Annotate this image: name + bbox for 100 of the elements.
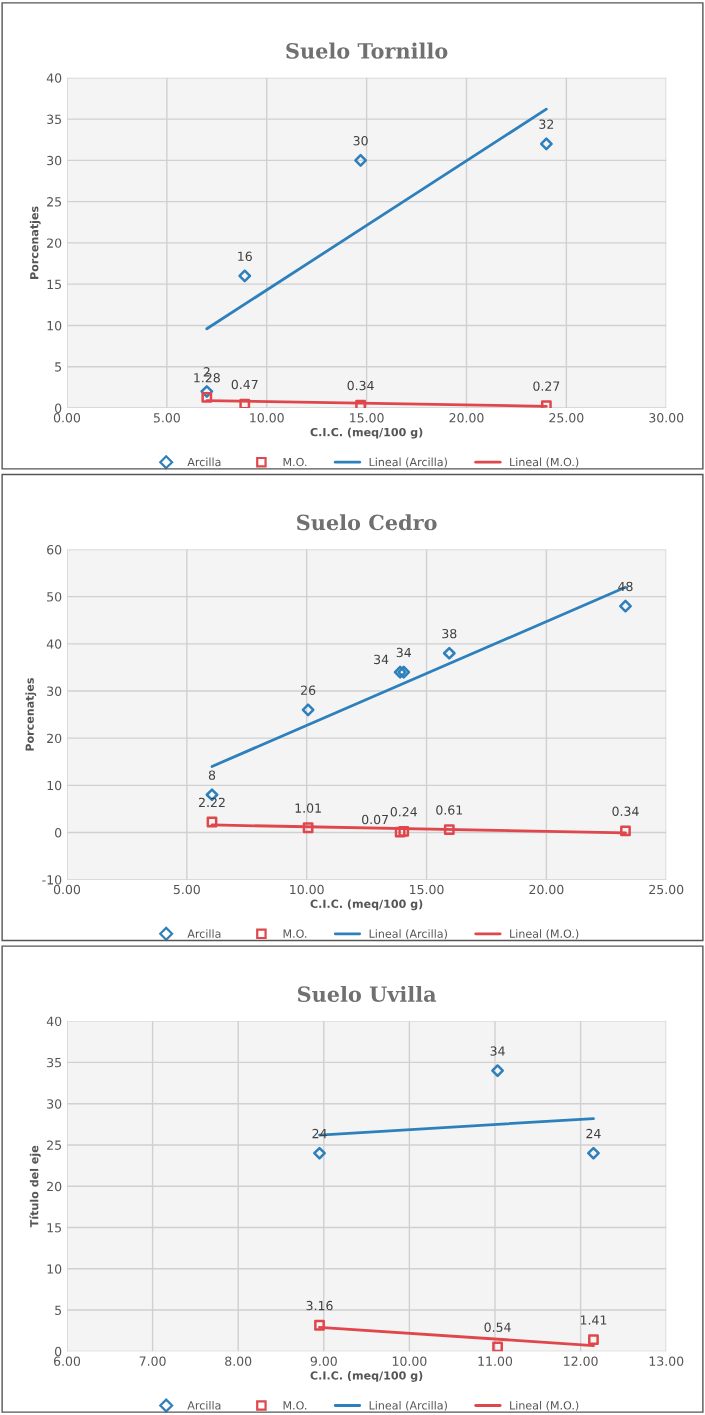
point — [238, 269, 252, 283]
data-label: 1.41 — [580, 1315, 607, 1325]
x-tick-label: 12.00 — [564, 1356, 598, 1366]
x-tick-label: 25.00 — [649, 884, 684, 895]
x-tick-label: 5.00 — [173, 884, 200, 895]
legend-label: Arcilla — [187, 1400, 221, 1410]
y-tick-label: 40 — [46, 1016, 62, 1027]
point — [620, 825, 631, 837]
point — [587, 1146, 600, 1160]
y-axis-title: Porcenatjes — [29, 206, 41, 279]
x-tick-label: 11.00 — [478, 1356, 513, 1366]
y-tick-label: 50 — [47, 592, 62, 602]
x-tick-label: 5.00 — [153, 413, 180, 423]
data-label: 34 — [396, 647, 412, 658]
y-tick-label: 40 — [46, 73, 62, 83]
data-label: 24 — [586, 1128, 601, 1139]
y-tick-label: 10 — [47, 320, 62, 331]
y-tick-label: 30 — [47, 155, 62, 166]
y-tick-label: 25 — [47, 1140, 62, 1150]
x-tick-label: 6.00 — [53, 1356, 81, 1366]
point — [301, 703, 315, 717]
x-tick-label: 0.00 — [53, 884, 81, 895]
x-axis-title: C.I.C. (meq/100 g) — [310, 427, 423, 439]
y-tick-label: 0 — [54, 827, 62, 838]
y-tick-label: 15 — [47, 1223, 62, 1233]
data-label: 0.07 — [362, 814, 388, 825]
x-tick-label: 15.00 — [350, 413, 384, 423]
legend-label: Lineal (M.O.) — [510, 1400, 579, 1411]
y-tick-label: 35 — [47, 114, 62, 125]
point — [313, 1146, 326, 1160]
data-label: 0.61 — [436, 805, 463, 815]
data-label: 0.47 — [231, 379, 258, 390]
legend-label: Lineal (M.O.) — [510, 929, 579, 940]
data-label: 0.54 — [484, 1322, 511, 1332]
data-label: 0.24 — [390, 806, 417, 817]
point — [206, 816, 218, 828]
x-tick-label: 20.00 — [449, 413, 484, 423]
point — [442, 646, 456, 660]
x-axis-title: C.I.C. (meq/100 g) — [310, 1371, 423, 1382]
point — [354, 153, 368, 167]
data-label: 0.27 — [533, 381, 560, 391]
data-label: 26 — [301, 685, 316, 695]
y-tick-label: -10 — [42, 875, 62, 885]
x-tick-label: 8.00 — [225, 1356, 252, 1366]
data-label: 2.22 — [198, 797, 225, 807]
point — [302, 822, 314, 834]
x-tick-label: 7.00 — [139, 1356, 166, 1366]
point — [239, 398, 251, 408]
x-tick-label: 10.00 — [290, 884, 324, 895]
y-axis-title: Porcenatjes — [25, 678, 37, 751]
x-tick-label: 13.00 — [649, 1356, 684, 1366]
x-tick-label: 15.00 — [410, 884, 444, 895]
x-tick-label: 30.00 — [649, 413, 684, 423]
y-tick-label: 60 — [47, 544, 62, 555]
y-tick-label: 20 — [47, 1181, 62, 1192]
data-label: 1.01 — [295, 803, 321, 813]
point — [491, 1064, 505, 1078]
point — [539, 137, 553, 151]
point — [394, 826, 406, 838]
point — [201, 392, 213, 403]
legend-label: Lineal (Arcilla) — [369, 1400, 447, 1411]
x-tick-label: 0.00 — [53, 413, 81, 423]
point — [492, 1341, 503, 1352]
data-label: 0.34 — [612, 806, 639, 816]
point — [393, 665, 407, 679]
legend-label: M.O. — [283, 457, 307, 467]
point — [397, 665, 411, 679]
point — [619, 599, 632, 613]
x-tick-label: 10.00 — [392, 1356, 427, 1366]
y-tick-label: 0 — [54, 1346, 62, 1357]
data-label: 16 — [238, 251, 252, 261]
x-tick-label: 25.00 — [549, 413, 584, 423]
y-tick-label: 0 — [54, 403, 62, 413]
point — [355, 399, 367, 408]
y-tick-label: 30 — [47, 686, 62, 696]
chart-title: Suelo Tornillo — [286, 42, 448, 59]
y-tick-label: 35 — [47, 1057, 62, 1068]
chart-title: Suelo Cedro — [297, 514, 437, 531]
point — [588, 1334, 599, 1346]
y-axis-title: Título del eje — [29, 1145, 41, 1228]
x-tick-label: 10.00 — [250, 413, 284, 423]
y-tick-label: 20 — [47, 733, 62, 744]
y-tick-label: 10 — [47, 1264, 62, 1274]
y-tick-label: 25 — [47, 197, 62, 207]
data-label: 3.16 — [306, 1300, 333, 1311]
y-tick-label: 15 — [47, 279, 62, 290]
data-label: 8 — [208, 770, 216, 780]
y-tick-label: 5 — [55, 1305, 62, 1315]
y-tick-label: 20 — [47, 238, 62, 248]
data-label: 48 — [618, 581, 633, 592]
data-label: 0.34 — [347, 380, 374, 391]
x-tick-label: 9.00 — [310, 1356, 337, 1366]
legend-label: Lineal (Arcilla) — [369, 457, 447, 468]
legend-label: M.O. — [283, 1401, 307, 1410]
data-label: 34 — [490, 1046, 505, 1056]
legend-label: Lineal (Arcilla) — [369, 929, 447, 940]
legend-label: Arcilla — [187, 457, 221, 467]
data-label: 30 — [353, 135, 368, 146]
x-axis-title: C.I.C. (meq/100 g) — [310, 899, 423, 911]
y-tick-label: 40 — [46, 639, 62, 649]
